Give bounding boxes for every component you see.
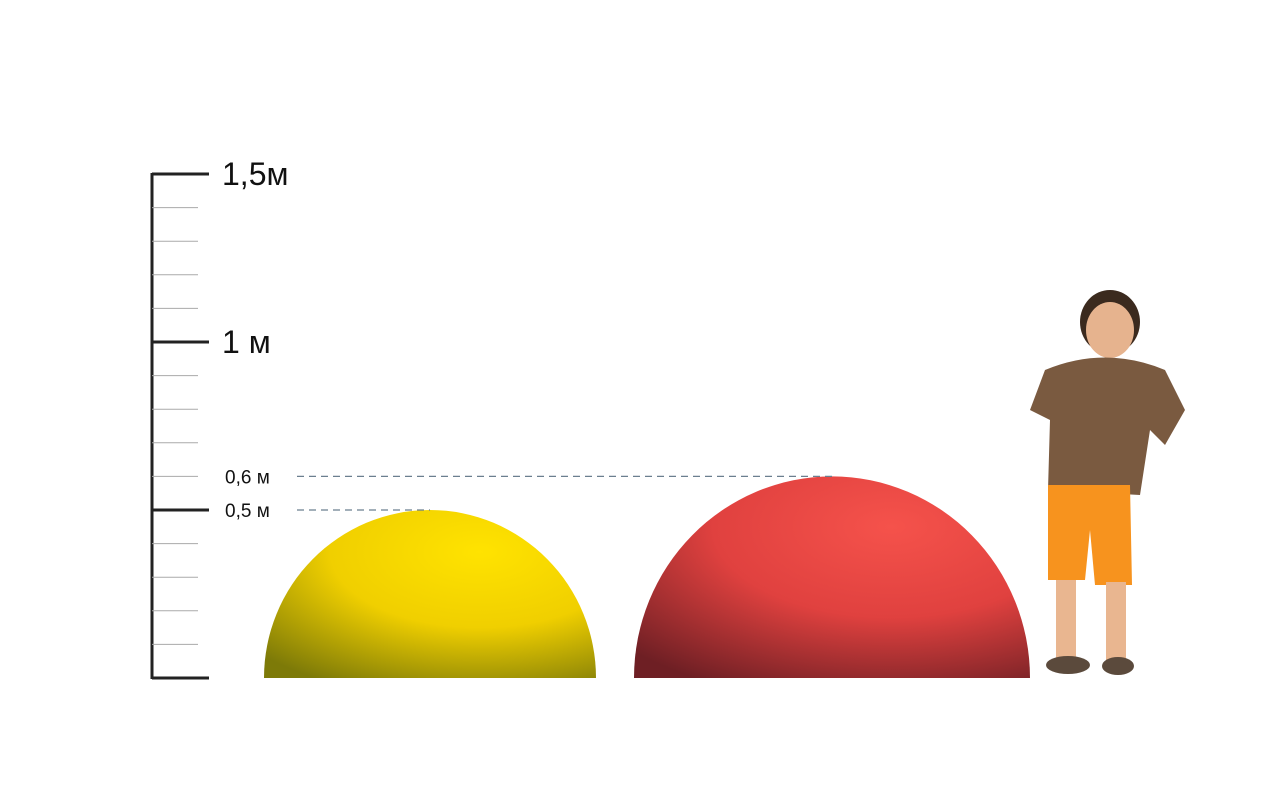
child-figure [1030, 290, 1185, 675]
scale-label: 1,5м [222, 156, 288, 192]
height-scale: 1,5м 1 м [150, 156, 288, 680]
red-hemisphere-height-label: 0,6 м [225, 467, 270, 488]
yellow-hemisphere-height-label: 0,5 м [225, 501, 270, 522]
child-right-sandal [1102, 657, 1134, 675]
child-shorts [1048, 485, 1132, 585]
hemispheres: 0,5 м 0,6 м [225, 467, 1030, 678]
child-left-sandal [1046, 656, 1090, 674]
child-right-leg [1106, 582, 1126, 662]
child-face [1086, 302, 1134, 358]
yellow-hemisphere [264, 510, 596, 678]
child-jacket [1030, 357, 1185, 495]
scale-label: 1 м [222, 324, 271, 360]
child-left-leg [1056, 580, 1076, 660]
red-hemisphere [634, 476, 1030, 678]
